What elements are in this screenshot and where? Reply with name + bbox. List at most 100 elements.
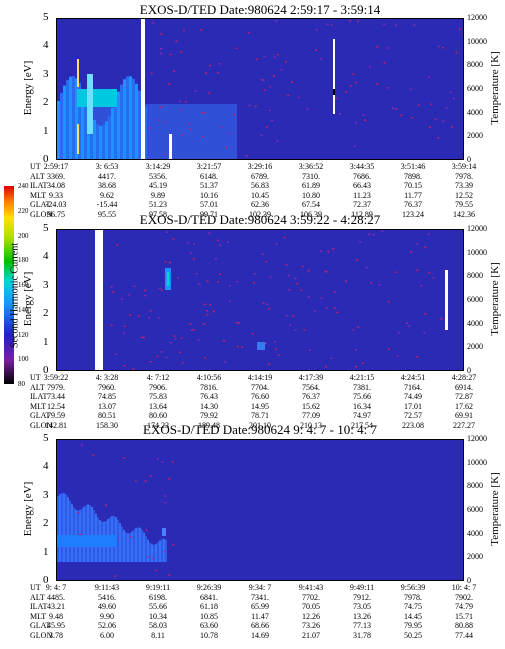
ephemeris-cell: 79.55: [455, 200, 473, 209]
emission-core: [57, 535, 117, 547]
ephemeris-cell: 95.55: [98, 209, 116, 219]
colorbar-tick-label: 240: [18, 182, 29, 190]
noise-speckle: [251, 333, 254, 335]
noise-speckle: [277, 354, 280, 356]
ephemeris-cell: 7898.: [404, 171, 422, 181]
ephemeris-cell: 10.16: [200, 190, 218, 200]
noise-speckle: [160, 52, 163, 55]
ephemeris-cell: 12.26: [302, 611, 320, 621]
noise-speckle: [320, 297, 323, 299]
noise-speckle: [413, 24, 416, 26]
ephemeris-cell: 55.66: [149, 602, 167, 611]
ephemeris-cell: 73.05: [353, 602, 371, 611]
emission-column: [84, 97, 87, 159]
noise-speckle: [254, 273, 257, 275]
emission-column: [57, 496, 59, 562]
ephemeris-cell: 11.77: [404, 190, 422, 200]
y2-tick-label: 4000: [467, 318, 483, 328]
emission-column: [96, 124, 99, 159]
ephemeris-cell: 9.90: [100, 611, 114, 621]
noise-speckle: [254, 105, 257, 108]
ephemeris-cell: 79.92: [200, 411, 218, 420]
noise-speckle: [225, 146, 228, 149]
noise-speckle: [285, 60, 288, 63]
noise-speckle: [178, 100, 181, 103]
ephemeris-row-label: MLT: [30, 190, 47, 200]
noise-speckle: [189, 322, 192, 325]
ephemeris-row-label: ILAT: [30, 392, 48, 401]
noise-speckle: [410, 117, 413, 119]
emission-column: [65, 494, 67, 562]
ephemeris-cell: 4: 3:28: [95, 373, 119, 382]
noise-speckle: [420, 284, 423, 287]
colorbar-tick-label: 100: [18, 355, 29, 364]
noise-speckle: [203, 357, 206, 359]
emission-spot: [167, 272, 169, 286]
noise-speckle: [201, 135, 204, 138]
emission-spot: [162, 528, 166, 536]
noise-speckle: [206, 280, 209, 282]
y2-tick-label: 2000: [467, 342, 483, 352]
y-tick-label: 0: [43, 364, 49, 376]
noise-speckle: [129, 536, 132, 538]
ephemeris-cell: 14.95: [251, 401, 269, 411]
noise-speckle: [193, 243, 196, 245]
bright-trace: [77, 59, 79, 87]
emission-core: [87, 74, 93, 134]
emission-column: [72, 76, 75, 159]
noise-speckle: [352, 73, 355, 76]
ephemeris-cell: 7564.: [302, 382, 320, 392]
ephemeris-cell: 7816.: [200, 382, 218, 392]
ephemeris-cell: 10.78: [200, 630, 218, 640]
ephemeris-cell: 112.89: [351, 209, 373, 219]
emission-column: [133, 529, 135, 562]
y-tick-label: 5: [43, 11, 49, 23]
ephemeris-cell: 69.91: [455, 411, 473, 420]
ephemeris-cell: 10: 4: 7: [451, 583, 477, 592]
ephemeris-cell: 75.83: [149, 392, 167, 401]
noise-speckle: [255, 58, 258, 61]
ephemeris-cell: 50.25: [404, 630, 422, 640]
emission-column: [129, 76, 132, 159]
ephemeris-cell: 9.33: [49, 190, 63, 200]
noise-speckle: [315, 49, 318, 51]
noise-speckle: [77, 511, 80, 514]
emission-column: [143, 532, 145, 562]
noise-speckle: [324, 365, 327, 368]
data-gap: [333, 39, 335, 114]
ephemeris-cell: 16.34: [353, 401, 371, 411]
noise-speckle: [168, 574, 171, 576]
ephemeris-cell: 72.57: [404, 411, 422, 420]
ephemeris-cell: 174.23: [147, 420, 169, 430]
spectrogram-svg: [95, 230, 448, 370]
ephemeris-cell: 12.54: [47, 401, 65, 411]
ephemeris-row-label: GLAT: [30, 621, 51, 630]
noise-speckle: [158, 287, 161, 290]
noise-speckle: [289, 324, 292, 326]
emission-column: [147, 539, 149, 562]
colorbar-label: Second Harmonic Current: [9, 243, 21, 348]
noise-speckle: [336, 311, 339, 314]
emission-column: [153, 544, 155, 562]
emission-column: [123, 79, 126, 159]
ephemeris-cell: -15.44: [96, 200, 118, 209]
noise-speckle: [184, 100, 187, 103]
noise-speckle: [261, 253, 264, 256]
colorbar-tick-label: 160: [18, 281, 29, 289]
noise-speckle: [345, 90, 348, 93]
ephemeris-cell: 123.24: [402, 209, 424, 219]
emission-column: [165, 539, 167, 562]
ephemeris-cell: 7341.: [251, 592, 269, 602]
noise-speckle: [208, 92, 211, 94]
noise-speckle: [192, 329, 195, 331]
y2-tick-label: 2000: [467, 131, 483, 141]
ephemeris-cell: 76.37: [302, 392, 320, 401]
noise-speckle: [181, 361, 184, 364]
ephemeris-cell: 142.36: [453, 209, 475, 219]
y2-tick-label: 10000: [467, 457, 487, 467]
noise-speckle: [432, 277, 435, 279]
noise-speckle: [219, 273, 222, 275]
noise-speckle: [269, 86, 272, 88]
ephemeris-cell: 3:51:46: [400, 162, 426, 171]
ephemeris-cell: 74.97: [353, 411, 371, 420]
